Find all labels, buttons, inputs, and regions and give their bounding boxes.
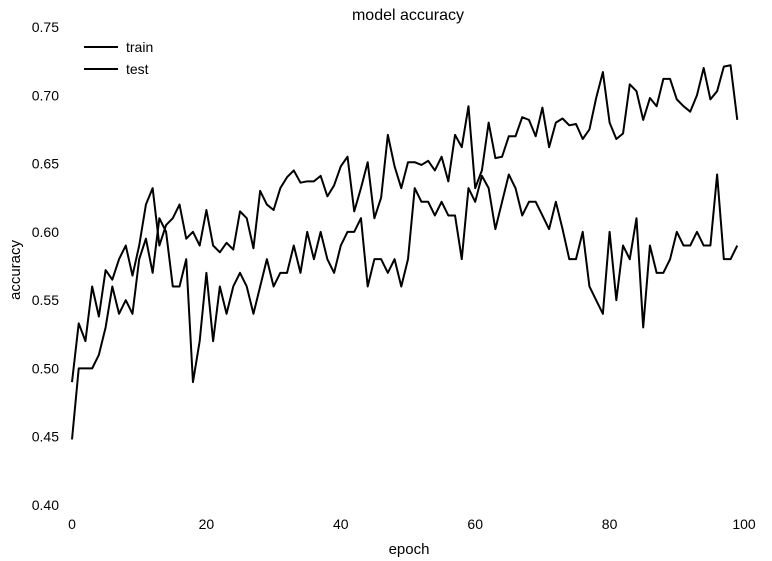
x-tick-label: 100 [732,516,756,532]
y-tick-label: 0.75 [32,19,59,35]
y-tick-label: 0.55 [32,292,59,308]
x-tick-label: 40 [333,516,349,532]
x-tick-label: 60 [467,516,483,532]
y-tick-label: 0.60 [32,224,59,240]
y-tick-label: 0.45 [32,429,59,445]
y-axis-ticks: 0.40 0.45 0.50 0.55 0.60 0.65 0.70 0.75 [32,19,59,513]
y-axis-title: accuracy [7,239,24,300]
y-tick-label: 0.65 [32,156,59,172]
legend-label-train: train [126,39,153,55]
x-axis-title: epoch [389,541,430,558]
series-lines [71,64,739,440]
x-tick-label: 20 [199,516,215,532]
y-tick-label: 0.50 [32,360,59,376]
series-line-train [71,64,739,383]
x-axis-ticks: 0 20 40 60 80 100 [68,516,756,532]
x-tick-label: 0 [68,516,76,532]
legend: train test [84,39,153,77]
series-line-test [71,173,739,440]
y-tick-label: 0.70 [32,87,59,103]
y-tick-label: 0.40 [32,497,59,513]
legend-label-test: test [126,61,149,77]
x-tick-label: 80 [602,516,618,532]
chart-title: model accuracy [352,7,464,24]
